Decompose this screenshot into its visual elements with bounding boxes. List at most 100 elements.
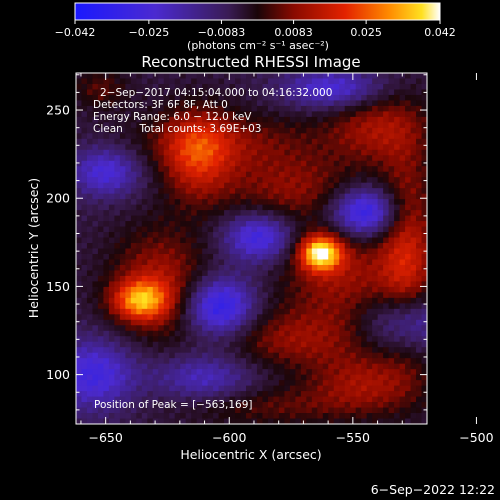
heatmap-cell [240, 155, 247, 162]
heatmap-cell [191, 325, 198, 332]
heatmap-cell [136, 138, 143, 145]
heatmap-cell [86, 297, 94, 304]
heatmap-cell [262, 308, 269, 315]
heatmap-cell [169, 166, 176, 173]
heatmap-cell [152, 78, 159, 85]
heatmap-cell [421, 78, 427, 85]
heatmap-cell [284, 314, 291, 321]
heatmap-cell [240, 418, 247, 424]
heatmap-cell [224, 188, 231, 195]
heatmap-cell [86, 352, 94, 359]
heatmap-cell [185, 281, 192, 288]
heatmap-cell [158, 264, 165, 272]
heatmap-cell [191, 391, 198, 398]
heatmap-cell [207, 385, 214, 392]
heatmap-cell [196, 89, 203, 96]
heatmap-cell [251, 100, 258, 107]
heatmap-cell [306, 297, 313, 304]
heatmap-cell [372, 127, 379, 134]
heatmap-cell [174, 396, 181, 403]
heatmap-cell [317, 402, 324, 409]
heatmap-cell [339, 319, 346, 326]
heatmap-cell [130, 243, 137, 250]
heatmap-cell [251, 199, 258, 206]
heatmap-cell [174, 319, 181, 326]
heatmap-cell [311, 303, 318, 310]
heatmap-cell [218, 83, 225, 91]
heatmap-cell [366, 325, 373, 332]
heatmap-cell [284, 341, 291, 348]
heatmap-cell [311, 308, 318, 315]
heatmap-cell [169, 407, 176, 414]
heatmap-cell [103, 188, 110, 195]
heatmap-cell [108, 341, 115, 348]
heatmap-cell [202, 83, 209, 91]
heatmap-cell [180, 166, 187, 173]
heatmap-cell [92, 374, 99, 381]
heatmap-cell [92, 78, 99, 85]
heatmap-cell [328, 369, 335, 376]
heatmap-cell [300, 407, 307, 414]
heatmap-cell [97, 358, 105, 365]
heatmap-cell [317, 352, 324, 359]
heatmap-cell [256, 73, 264, 80]
heatmap-cell [251, 111, 258, 118]
heatmap-cell [246, 297, 253, 304]
heatmap-cell [169, 105, 176, 112]
heatmap-cell [267, 78, 275, 85]
heatmap-cell [224, 248, 231, 255]
heatmap-cell [383, 149, 390, 156]
heatmap-cell [196, 78, 203, 85]
heatmap-cell [191, 188, 198, 195]
heatmap-cell [235, 286, 242, 293]
heatmap-cell [344, 413, 351, 420]
heatmap-cell [256, 221, 264, 228]
heatmap-cell [388, 270, 395, 277]
heatmap-cell [383, 122, 390, 129]
heatmap-cell [344, 182, 351, 189]
heatmap-cell [103, 155, 110, 162]
heatmap-cell [125, 319, 132, 326]
heatmap-cell [355, 243, 362, 250]
heatmap-cell [322, 391, 329, 398]
heatmap-cell [158, 407, 165, 414]
heatmap-cell [366, 303, 373, 310]
heatmap-cell [141, 330, 148, 337]
heatmap-cell [416, 193, 423, 200]
heatmap-cell [196, 418, 203, 424]
heatmap-cell [405, 385, 412, 392]
heatmap-cell [377, 352, 384, 359]
heatmap-cell [147, 166, 154, 173]
heatmap-cell [317, 127, 324, 134]
heatmap-cell [416, 166, 423, 173]
heatmap-cell [350, 221, 357, 228]
heatmap-cell [207, 182, 214, 189]
heatmap-cell [322, 243, 329, 250]
heatmap-cell [141, 226, 148, 233]
heatmap-cell [399, 111, 406, 118]
heatmap-cell [114, 83, 121, 91]
heatmap-cell [333, 402, 340, 409]
heatmap-cell [289, 105, 296, 112]
heatmap-cell [372, 188, 379, 195]
heatmap-cell [125, 100, 132, 107]
heatmap-cell [333, 182, 340, 189]
heatmap-cell [410, 286, 417, 293]
heatmap-cell [169, 116, 176, 123]
heatmap-cell [191, 418, 198, 424]
heatmap-cell [130, 237, 137, 244]
heatmap-cell [147, 418, 154, 424]
heatmap-cell [103, 177, 110, 184]
heatmap-cell [372, 149, 379, 156]
heatmap-cell [388, 396, 395, 403]
heatmap-cell [267, 402, 275, 409]
heatmap-cell [240, 193, 247, 200]
heatmap-cell [416, 380, 423, 387]
heatmap-cell [114, 221, 121, 228]
heatmap-cell [421, 215, 427, 222]
heatmap-cell [202, 182, 209, 189]
heatmap-cell [141, 275, 148, 282]
heatmap-cell [273, 73, 280, 80]
heatmap-cell [311, 385, 318, 392]
